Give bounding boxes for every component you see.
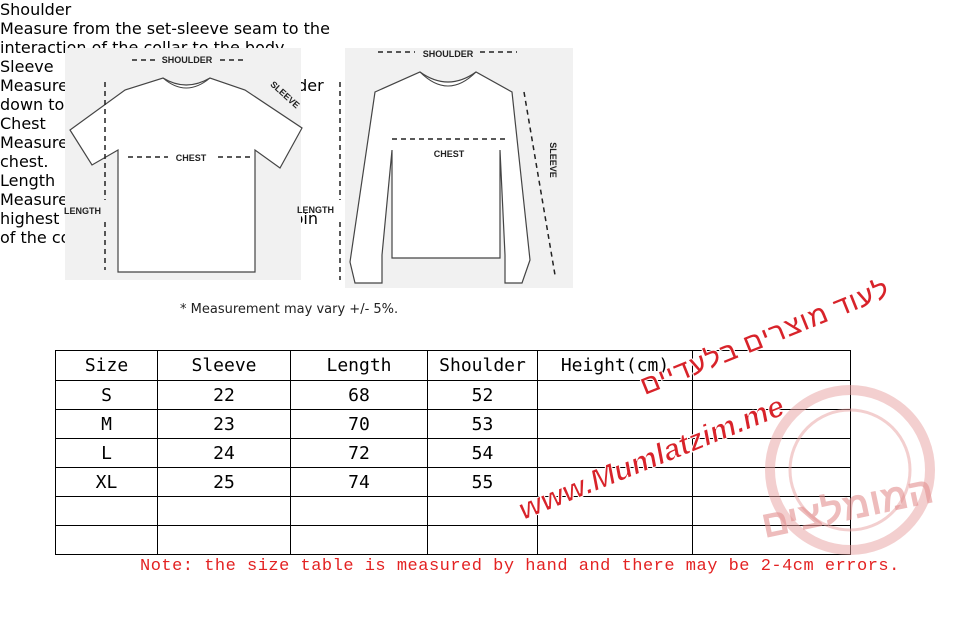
measurement-note: * Measurement may vary +/- 5%. (180, 302, 399, 317)
table-cell (290, 496, 428, 526)
label: SLEEVE (548, 142, 558, 178)
table-cell (55, 525, 158, 555)
table-cell: L (55, 438, 158, 468)
size-table: Size Sleeve Length Shoulder Height(cm) S 22 68 5… (55, 350, 851, 555)
table-cell: 22 (157, 380, 291, 410)
header-cell: Size (55, 350, 158, 381)
header-cell: Height(cm) (537, 350, 693, 381)
table-cell: 23 (157, 409, 291, 439)
table-row: S 22 68 52 (55, 380, 851, 410)
sweater (349, 71, 531, 284)
label: LENGTH (297, 205, 334, 215)
table-cell (55, 496, 158, 526)
label: CHEST (434, 149, 465, 159)
label: CHEST (176, 153, 207, 163)
table-cell: 70 (290, 409, 428, 439)
table-cell: 53 (427, 409, 538, 439)
table-cell (692, 496, 851, 526)
header-cell: Shoulder (427, 350, 538, 381)
table-cell (537, 438, 693, 468)
table-cell (427, 496, 538, 526)
table-cell: 72 (290, 438, 428, 468)
table-row (55, 496, 851, 526)
header-cell: Length (290, 350, 428, 381)
header-row: Size Sleeve Length Shoulder Height(cm) (55, 350, 851, 381)
table-cell: S (55, 380, 158, 410)
table-cell (157, 525, 291, 555)
table-cell (692, 409, 851, 439)
collar (162, 77, 211, 89)
header-cell (692, 350, 851, 381)
table-cell: 25 (157, 467, 291, 497)
table-row (55, 525, 851, 555)
label: SHOULDER (423, 49, 474, 59)
table-cell (537, 525, 693, 555)
footnote: Note: the size table is measured by hand… (140, 557, 900, 576)
guide-line: Measure from the set-sleeve seam to the (0, 19, 330, 38)
table-cell: XL (55, 467, 158, 497)
guide-title: Shoulder (0, 0, 72, 19)
table-row: XL 25 74 55 (55, 467, 851, 497)
guide-title: Length (0, 171, 56, 190)
table-cell: 24 (157, 438, 291, 468)
table-cell: 54 (427, 438, 538, 468)
table-cell (427, 525, 538, 555)
table-cell: 68 (290, 380, 428, 410)
header-cell: Sleeve (157, 350, 291, 381)
table-cell (290, 525, 428, 555)
table-cell (537, 380, 693, 410)
table-cell: 52 (427, 380, 538, 410)
arrows (104, 51, 556, 280)
collar (419, 71, 477, 87)
table-cell (537, 409, 693, 439)
table-cell: 55 (427, 467, 538, 497)
table-cell (692, 467, 851, 497)
diagrams: SHOULDER SLEEVE CHEST LENGTH SHOULDER CH… (64, 48, 573, 288)
table-cell (537, 467, 693, 497)
guide-line: chest. (0, 152, 49, 171)
guide-title: Sleeve (0, 57, 54, 76)
guide-title: Chest (0, 114, 46, 133)
label: LENGTH (64, 206, 101, 216)
table-cell (692, 438, 851, 468)
table-cell (537, 496, 693, 526)
table-row: L 24 72 54 (55, 438, 851, 468)
label: SHOULDER (162, 55, 213, 65)
table-cell (692, 380, 851, 410)
table-cell (692, 525, 851, 555)
table-cell: M (55, 409, 158, 439)
table-cell (157, 496, 291, 526)
table-row: M 23 70 53 (55, 409, 851, 439)
table-cell: 74 (290, 467, 428, 497)
